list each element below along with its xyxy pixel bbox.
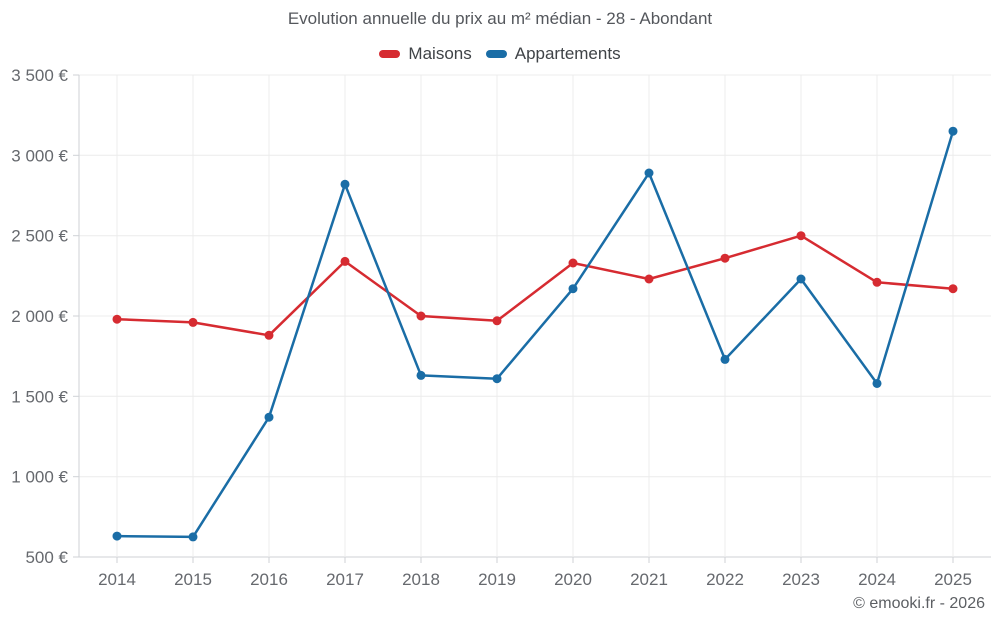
data-point[interactable] bbox=[568, 284, 578, 294]
x-tick-label: 2020 bbox=[554, 570, 592, 589]
data-point[interactable] bbox=[948, 284, 958, 294]
y-tick-label: 2 500 € bbox=[11, 227, 68, 246]
x-tick-label: 2015 bbox=[174, 570, 212, 589]
y-tick-label: 3 500 € bbox=[11, 66, 68, 85]
data-point[interactable] bbox=[644, 274, 654, 284]
legend-label: Maisons bbox=[408, 44, 472, 63]
series-line bbox=[115, 234, 955, 337]
copyright: © emooki.fr - 2026 bbox=[853, 595, 985, 612]
data-point[interactable] bbox=[796, 274, 806, 284]
data-point[interactable] bbox=[872, 277, 882, 287]
data-point[interactable] bbox=[720, 253, 730, 263]
data-point[interactable] bbox=[416, 370, 426, 380]
y-tick-label: 500 € bbox=[25, 548, 68, 567]
data-point[interactable] bbox=[872, 379, 882, 388]
data-point[interactable] bbox=[492, 374, 502, 384]
chart-title: Evolution annuelle du prix au m² médian … bbox=[287, 9, 713, 28]
data-point[interactable] bbox=[264, 330, 274, 340]
y-tick-label: 2 000 € bbox=[11, 307, 68, 326]
data-point[interactable] bbox=[188, 532, 198, 542]
legend-swatch-icon bbox=[485, 50, 507, 58]
data-point[interactable] bbox=[264, 412, 274, 422]
data-point[interactable] bbox=[492, 316, 502, 326]
data-point[interactable] bbox=[796, 231, 806, 241]
data-point[interactable] bbox=[340, 256, 350, 266]
x-tick-label: 2017 bbox=[326, 570, 364, 589]
data-point[interactable] bbox=[948, 126, 958, 136]
x-tick-label: 2025 bbox=[934, 570, 972, 589]
data-point[interactable] bbox=[416, 311, 426, 321]
x-tick-label: 2021 bbox=[630, 570, 668, 589]
legend-item-maisons[interactable]: Maisons bbox=[379, 44, 472, 64]
y-tick-label: 1 000 € bbox=[11, 468, 68, 487]
x-tick-label: 2023 bbox=[782, 570, 820, 589]
legend-swatch-icon bbox=[379, 50, 401, 58]
data-point[interactable] bbox=[340, 179, 350, 189]
data-point[interactable] bbox=[644, 168, 654, 178]
legend-item-appartements[interactable]: Appartements bbox=[485, 44, 621, 64]
y-tick-label: 1 500 € bbox=[11, 387, 68, 406]
legend: Maisons Appartements bbox=[0, 44, 1000, 64]
x-tick-label: 2016 bbox=[250, 570, 288, 589]
x-tick-label: 2024 bbox=[858, 570, 896, 589]
data-point[interactable] bbox=[568, 258, 578, 268]
legend-label: Appartements bbox=[514, 44, 621, 63]
data-point[interactable] bbox=[112, 314, 122, 324]
y-tick-label: 3 000 € bbox=[11, 146, 68, 165]
x-tick-label: 2014 bbox=[98, 570, 136, 589]
series-line bbox=[115, 129, 955, 539]
data-point[interactable] bbox=[112, 531, 122, 541]
x-tick-label: 2022 bbox=[706, 570, 744, 589]
data-point[interactable] bbox=[188, 317, 198, 327]
x-tick-label: 2018 bbox=[402, 570, 440, 589]
x-tick-label: 2019 bbox=[478, 570, 516, 589]
data-point[interactable] bbox=[720, 354, 730, 364]
